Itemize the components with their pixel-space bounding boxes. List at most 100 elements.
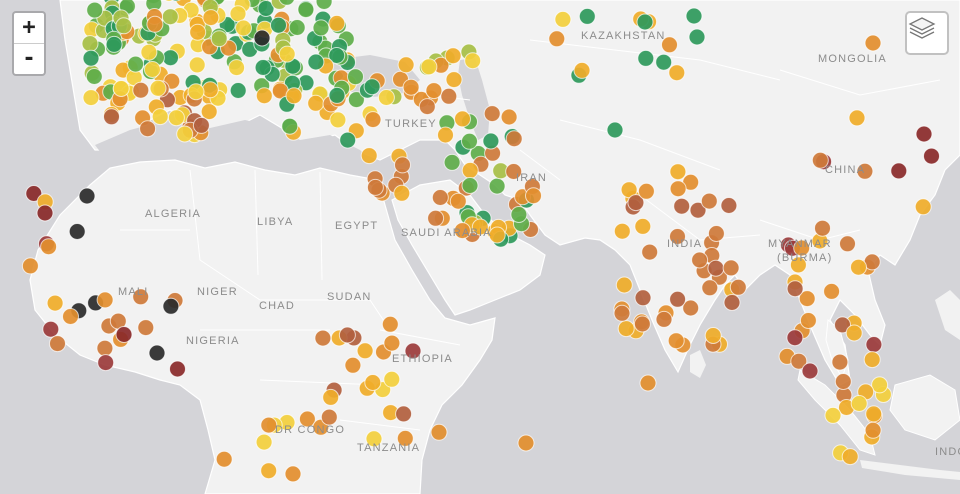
map-marker[interactable]	[615, 276, 633, 294]
map-marker[interactable]	[62, 308, 79, 325]
map-marker[interactable]	[443, 153, 461, 171]
map-marker[interactable]	[425, 82, 443, 100]
map-marker[interactable]	[634, 289, 652, 307]
map-marker[interactable]	[281, 117, 299, 135]
map-marker[interactable]	[143, 61, 161, 78]
map-marker[interactable]	[315, 0, 333, 10]
map-marker[interactable]	[381, 315, 399, 333]
map-marker[interactable]	[701, 279, 719, 297]
map-marker[interactable]	[176, 125, 194, 143]
map-marker[interactable]	[637, 49, 655, 67]
map-marker[interactable]	[139, 120, 157, 138]
map-marker[interactable]	[115, 17, 133, 35]
map-marker[interactable]	[338, 326, 356, 344]
map-marker[interactable]	[633, 315, 651, 333]
map-marker[interactable]	[40, 238, 58, 256]
map-marker[interactable]	[461, 132, 478, 150]
map-marker[interactable]	[834, 373, 852, 390]
map-marker[interactable]	[328, 47, 346, 64]
map-marker[interactable]	[723, 294, 741, 311]
zoom-in-button[interactable]: +	[14, 13, 44, 44]
map-marker[interactable]	[260, 416, 278, 434]
map-marker[interactable]	[634, 217, 652, 235]
map-marker[interactable]	[189, 23, 207, 41]
map-marker[interactable]	[669, 290, 687, 308]
map-marker[interactable]	[431, 189, 449, 206]
map-marker[interactable]	[347, 68, 364, 86]
map-marker[interactable]	[96, 291, 114, 309]
map-marker[interactable]	[312, 19, 330, 37]
map-marker[interactable]	[505, 163, 523, 180]
map-marker[interactable]	[454, 110, 471, 128]
map-marker[interactable]	[461, 177, 479, 194]
map-marker[interactable]	[86, 1, 104, 19]
map-marker[interactable]	[639, 374, 657, 392]
map-marker[interactable]	[192, 116, 210, 134]
map-marker[interactable]	[661, 36, 678, 54]
map-marker[interactable]	[404, 342, 422, 360]
map-marker[interactable]	[430, 423, 448, 441]
map-marker[interactable]	[685, 7, 703, 25]
map-marker[interactable]	[82, 49, 100, 67]
map-marker[interactable]	[655, 53, 673, 71]
map-marker[interactable]	[461, 161, 479, 179]
map-marker[interactable]	[140, 43, 158, 61]
map-marker[interactable]	[339, 131, 357, 149]
map-marker[interactable]	[814, 219, 831, 237]
map-marker[interactable]	[298, 410, 316, 428]
map-marker[interactable]	[383, 370, 401, 388]
map-marker[interactable]	[440, 87, 458, 105]
map-marker[interactable]	[49, 335, 66, 353]
map-marker[interactable]	[270, 16, 287, 34]
map-marker[interactable]	[201, 81, 219, 99]
map-marker[interactable]	[396, 429, 414, 447]
map-marker[interactable]	[482, 132, 500, 150]
map-marker[interactable]	[168, 0, 184, 2]
map-marker[interactable]	[284, 465, 302, 483]
map-marker[interactable]	[21, 257, 39, 275]
map-marker[interactable]	[395, 405, 413, 423]
map-marker[interactable]	[255, 433, 273, 451]
map-marker[interactable]	[25, 185, 43, 202]
map-marker[interactable]	[449, 192, 467, 210]
map-marker[interactable]	[700, 192, 718, 210]
map-marker[interactable]	[151, 108, 169, 126]
map-marker[interactable]	[811, 151, 829, 169]
map-marker[interactable]	[328, 14, 346, 32]
map-marker[interactable]	[510, 206, 528, 223]
map-marker[interactable]	[704, 327, 722, 344]
map-marker[interactable]	[786, 280, 804, 298]
map-marker[interactable]	[148, 344, 166, 362]
map-marker[interactable]	[863, 351, 881, 369]
map-marker[interactable]	[682, 299, 700, 317]
map-marker[interactable]	[260, 462, 278, 480]
map-marker[interactable]	[890, 162, 908, 180]
map-marker[interactable]	[103, 108, 120, 126]
map-marker[interactable]	[112, 80, 130, 97]
map-marker[interactable]	[668, 64, 686, 82]
map-marker[interactable]	[613, 222, 631, 240]
zoom-out-button[interactable]: -	[22, 46, 36, 71]
map-marker[interactable]	[82, 89, 100, 107]
map-marker[interactable]	[500, 108, 518, 126]
map-marker[interactable]	[329, 111, 347, 129]
map-marker[interactable]	[46, 294, 64, 312]
map-marker[interactable]	[169, 360, 186, 378]
map-marker[interactable]	[255, 87, 273, 105]
map-marker[interactable]	[636, 13, 654, 31]
map-marker[interactable]	[865, 405, 883, 423]
map-marker[interactable]	[307, 53, 325, 71]
map-marker[interactable]	[328, 86, 346, 104]
map-marker[interactable]	[397, 56, 415, 74]
map-marker[interactable]	[167, 109, 185, 127]
map-marker[interactable]	[229, 5, 247, 23]
map-marker[interactable]	[97, 354, 115, 372]
map-marker[interactable]	[688, 28, 706, 46]
map-marker[interactable]	[127, 55, 145, 73]
map-marker[interactable]	[149, 79, 167, 97]
map-marker[interactable]	[210, 30, 228, 48]
map-marker[interactable]	[923, 147, 940, 165]
map-marker[interactable]	[801, 362, 819, 380]
map-marker[interactable]	[347, 91, 365, 109]
map-marker[interactable]	[823, 282, 841, 300]
